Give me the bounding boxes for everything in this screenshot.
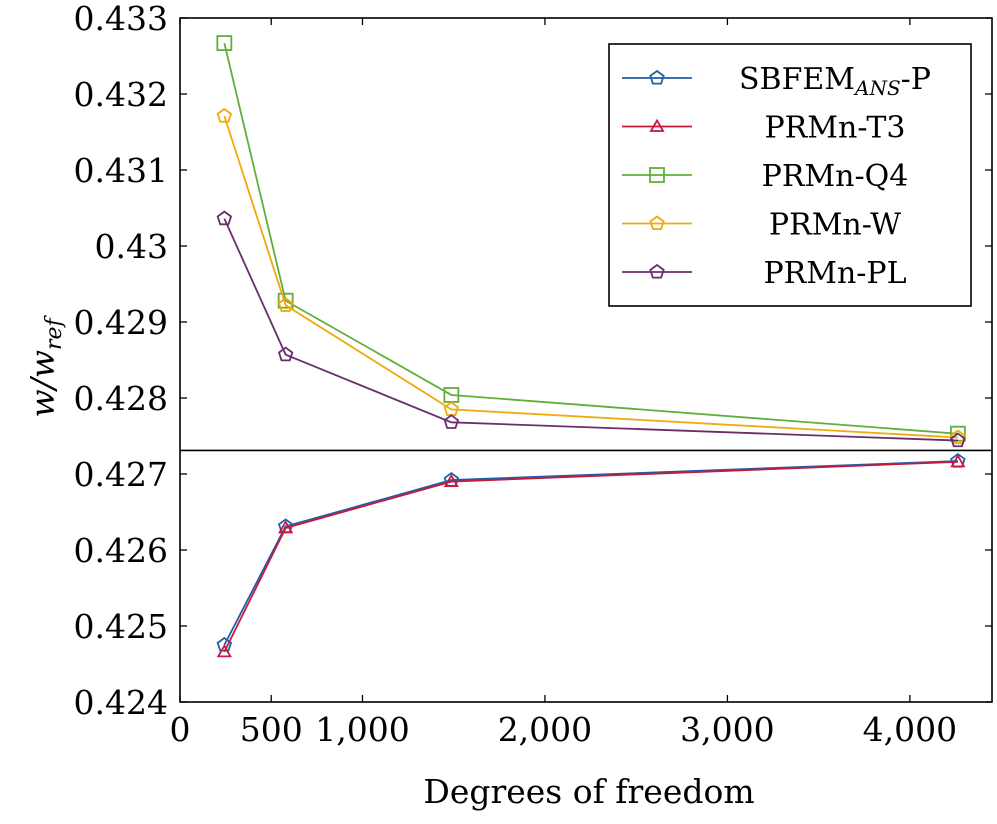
legend-swatch-marker [649, 215, 665, 231]
series-line-3 [223, 115, 958, 439]
legend-label: PRMn-PL [763, 256, 906, 291]
y-tick-label: 0.43 [95, 227, 168, 266]
plot-area [180, 35, 992, 658]
x-tick-label: 500 [240, 710, 303, 749]
data-point [950, 454, 966, 468]
y-tick-label: 0.425 [74, 607, 168, 646]
data-point [216, 35, 233, 51]
x-tick-label: 2,000 [498, 710, 592, 749]
legend-label: PRMn-T3 [765, 111, 906, 146]
legend-label: PRMn-W [769, 208, 901, 243]
series-line-1 [223, 460, 958, 653]
y-tick-label: 0.429 [74, 303, 168, 342]
y-tick-label: 0.431 [74, 151, 168, 190]
y-tick-label: 0.424 [74, 683, 168, 722]
axes-frame [179, 17, 993, 703]
series-line-0 [223, 460, 958, 646]
data-point [443, 473, 459, 488]
legend: SBFEMANS-P PRMn-T3 PRMn-Q4 PRMn-W PRMn-PL [608, 43, 972, 307]
data-point [277, 297, 294, 312]
data-point [443, 414, 460, 429]
x-tick-label: 1,000 [315, 710, 409, 749]
series-line-4 [223, 218, 958, 442]
data-point [277, 292, 294, 309]
data-point [277, 346, 294, 362]
x-tick-label: 3,000 [680, 710, 774, 749]
legend-swatch-marker [649, 167, 665, 183]
series-line-2 [223, 42, 958, 435]
legend-swatch-marker [649, 69, 665, 85]
data-point [216, 107, 233, 123]
data-point [949, 425, 966, 442]
y-tick-label: 0.427 [74, 455, 168, 494]
y-tick-label: 0.432 [74, 75, 168, 114]
x-axis-title: Degrees of freedom [423, 772, 754, 811]
y-tick-label: 0.428 [74, 379, 168, 418]
data-point [216, 210, 233, 226]
x-tick-label: 0 [170, 710, 191, 749]
data-point [216, 644, 232, 658]
x-tick-label: 4,000 [863, 710, 957, 749]
legend-swatch-marker [649, 118, 665, 132]
y-axis-title: w/wref [23, 314, 67, 417]
y-tick-label: 0.426 [74, 531, 168, 570]
axes: 0 500 1,000 2,000 3,000 4,000 0.424 0.425 0.426 0… [74, 0, 993, 749]
data-point [950, 429, 966, 445]
legend-label: PRMn-Q4 [762, 159, 909, 194]
legend-swatch-marker [649, 263, 665, 279]
data-point [950, 432, 966, 448]
y-tick-label: 0.433 [74, 0, 168, 38]
data-point [278, 520, 294, 534]
legend-label: SBFEMANS-P [739, 62, 931, 100]
